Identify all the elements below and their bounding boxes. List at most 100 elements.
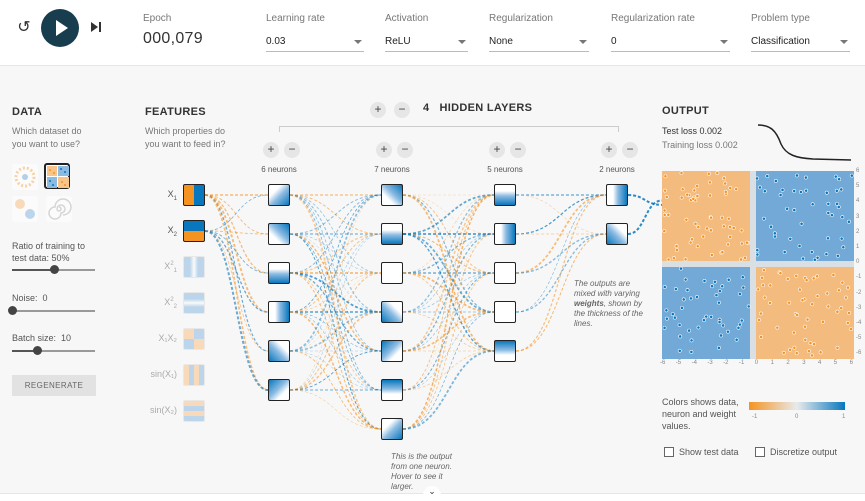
data-point: [810, 302, 815, 307]
dataset-xor[interactable]: [44, 163, 70, 189]
data-point: [728, 225, 732, 229]
neuron-node[interactable]: [494, 262, 516, 284]
x-axis-tick: 0: [754, 360, 759, 366]
data-point: [680, 305, 684, 310]
data-point: [781, 350, 786, 355]
weight-link: [402, 350, 495, 391]
neuron-node[interactable]: [268, 184, 290, 206]
neuron-count-label: 2 neurons: [599, 165, 635, 174]
weight-link: [289, 233, 382, 274]
data-point: [689, 350, 694, 354]
feature-node[interactable]: [183, 364, 205, 386]
remove-layer-button[interactable]: −: [394, 102, 410, 118]
neuron-node[interactable]: [381, 262, 403, 284]
weight-link: [289, 272, 382, 352]
regularization-select[interactable]: None: [489, 30, 589, 52]
add-neuron-button[interactable]: +: [263, 142, 279, 158]
add-neuron-button[interactable]: +: [376, 142, 392, 158]
step-button[interactable]: [91, 20, 105, 34]
add-layer-button[interactable]: +: [370, 102, 386, 118]
weight-link: [402, 194, 495, 313]
dataset-spiral[interactable]: [46, 196, 72, 222]
x-axis-tick: -6: [660, 360, 666, 366]
data-point: [719, 333, 723, 338]
scroll-down-button[interactable]: ⌄: [423, 486, 441, 498]
neuron-node[interactable]: [381, 184, 403, 206]
data-point: [738, 292, 742, 296]
neuron-node[interactable]: [268, 301, 290, 323]
regenerate-button[interactable]: REGENERATE: [12, 375, 96, 396]
weight-link: [289, 233, 382, 313]
activation-select[interactable]: ReLU: [385, 30, 468, 52]
neuron-node[interactable]: [268, 262, 290, 284]
play-button[interactable]: [41, 9, 79, 47]
feature-node[interactable]: [183, 328, 205, 350]
ratio-slider-thumb[interactable]: [49, 265, 59, 274]
data-point: [715, 171, 720, 175]
noise-slider-thumb[interactable]: [8, 306, 17, 315]
neuron-node[interactable]: [268, 340, 290, 362]
dataset-circle[interactable]: [12, 164, 38, 190]
ratio-slider-fill: [12, 269, 54, 271]
feature-node[interactable]: [183, 292, 205, 314]
data-point: [726, 329, 730, 334]
regularization-rate-select[interactable]: 0: [611, 30, 730, 52]
weight-link: [289, 194, 382, 313]
data-point: [737, 322, 742, 327]
feature-node[interactable]: [183, 256, 205, 278]
ratio-label: Ratio of training to test data: 50%: [12, 241, 86, 263]
add-neuron-button[interactable]: +: [489, 142, 505, 158]
data-point: [739, 241, 744, 246]
weight-link: [289, 194, 382, 235]
discretize-output-checkbox[interactable]: [755, 447, 765, 457]
show-test-data-checkbox[interactable]: [664, 447, 674, 457]
neuron-node[interactable]: [494, 340, 516, 362]
remove-neuron-button[interactable]: −: [397, 142, 413, 158]
neuron-node[interactable]: [268, 379, 290, 401]
neuron-node[interactable]: [494, 223, 516, 245]
neuron-node[interactable]: [494, 184, 516, 206]
weight-link: [402, 194, 495, 391]
feature-label: X21: [164, 261, 177, 274]
neuron-node[interactable]: [381, 223, 403, 245]
feature-node[interactable]: [183, 400, 205, 422]
y-axis-tick: 5: [856, 183, 860, 190]
neuron-node[interactable]: [381, 379, 403, 401]
neuron-node[interactable]: [606, 223, 628, 245]
batch-slider-thumb[interactable]: [32, 346, 42, 355]
data-point: [809, 250, 814, 254]
batch-slider-track[interactable]: [12, 350, 95, 352]
neuron-node[interactable]: [381, 418, 403, 440]
remove-neuron-button[interactable]: −: [622, 142, 638, 158]
data-point: [811, 276, 816, 281]
data-point: [840, 215, 845, 220]
data-point: [815, 294, 820, 299]
data-point: [679, 171, 684, 175]
weight-link: [289, 194, 382, 274]
data-point: [778, 271, 783, 276]
problem-type-select[interactable]: Classification: [751, 30, 850, 52]
learning-rate-select[interactable]: 0.03: [266, 30, 364, 52]
y-axis-tick: -1: [856, 274, 862, 281]
y-axis-tick: 2: [856, 228, 860, 235]
data-point: [824, 190, 829, 195]
feature-node[interactable]: [183, 220, 205, 242]
feature-node[interactable]: [183, 184, 205, 206]
data-point: [837, 177, 842, 182]
data-point: [849, 173, 854, 178]
remove-neuron-button[interactable]: −: [284, 142, 300, 158]
noise-slider-track[interactable]: [12, 310, 95, 312]
neuron-node[interactable]: [381, 301, 403, 323]
neuron-node[interactable]: [268, 223, 290, 245]
dataset-gaussian[interactable]: [12, 196, 38, 222]
neuron-node[interactable]: [494, 301, 516, 323]
add-neuron-button[interactable]: +: [601, 142, 617, 158]
reset-button[interactable]: ↺: [14, 18, 34, 38]
data-point: [768, 300, 772, 305]
remove-neuron-button[interactable]: −: [510, 142, 526, 158]
weight-link: [204, 230, 269, 391]
weight-link: [515, 194, 607, 274]
neuron-node[interactable]: [606, 184, 628, 206]
neuron-node[interactable]: [381, 340, 403, 362]
neuron-count-label: 6 neurons: [261, 165, 297, 174]
